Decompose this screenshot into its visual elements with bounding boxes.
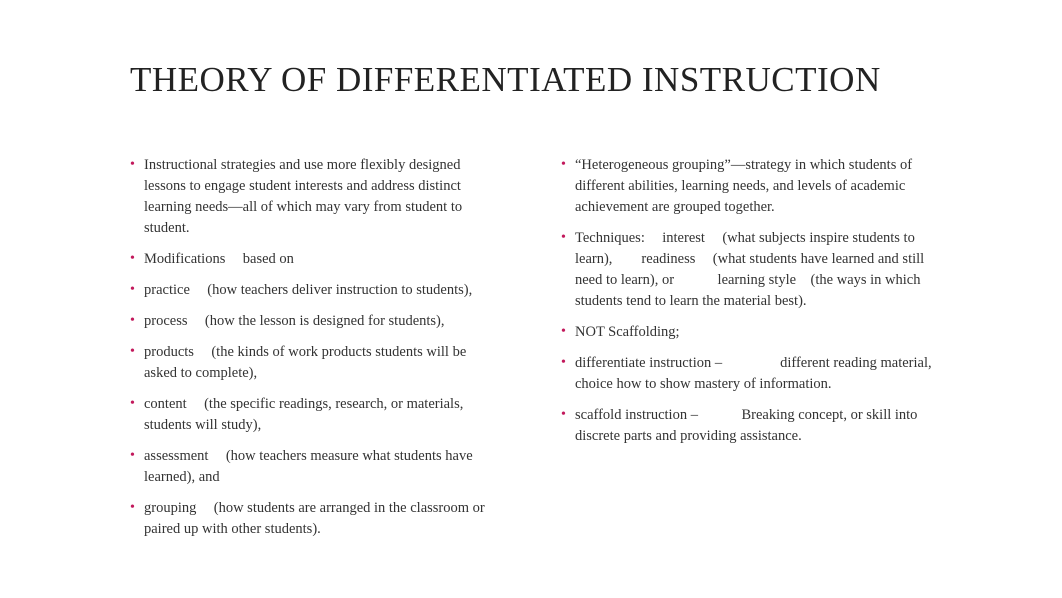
left-column: Instructional strategies and use more fl… <box>130 155 501 550</box>
list-item: scaffold instruction – Breaking concept,… <box>561 405 932 447</box>
slide: THEORY OF DIFFERENTIATED INSTRUCTION Ins… <box>0 0 1062 598</box>
right-column: “Heterogeneous grouping”—strategy in whi… <box>561 155 932 550</box>
slide-title: THEORY OF DIFFERENTIATED INSTRUCTION <box>130 60 932 100</box>
list-item: assessment (how teachers measure what st… <box>130 446 501 488</box>
left-list: Instructional strategies and use more fl… <box>130 155 501 540</box>
list-item: Instructional strategies and use more fl… <box>130 155 501 239</box>
list-item: grouping (how students are arranged in t… <box>130 498 501 540</box>
list-item: NOT Scaffolding; <box>561 322 932 343</box>
right-list: “Heterogeneous grouping”—strategy in whi… <box>561 155 932 447</box>
list-item: process (how the lesson is designed for … <box>130 311 501 332</box>
columns: Instructional strategies and use more fl… <box>130 155 932 550</box>
list-item: Techniques: interest (what subjects insp… <box>561 228 932 312</box>
list-item: content (the specific readings, research… <box>130 394 501 436</box>
list-item: differentiate instruction – different re… <box>561 353 932 395</box>
list-item: Modifications based on <box>130 249 501 270</box>
list-item: products (the kinds of work products stu… <box>130 342 501 384</box>
list-item: “Heterogeneous grouping”—strategy in whi… <box>561 155 932 218</box>
list-item: practice (how teachers deliver instructi… <box>130 280 501 301</box>
